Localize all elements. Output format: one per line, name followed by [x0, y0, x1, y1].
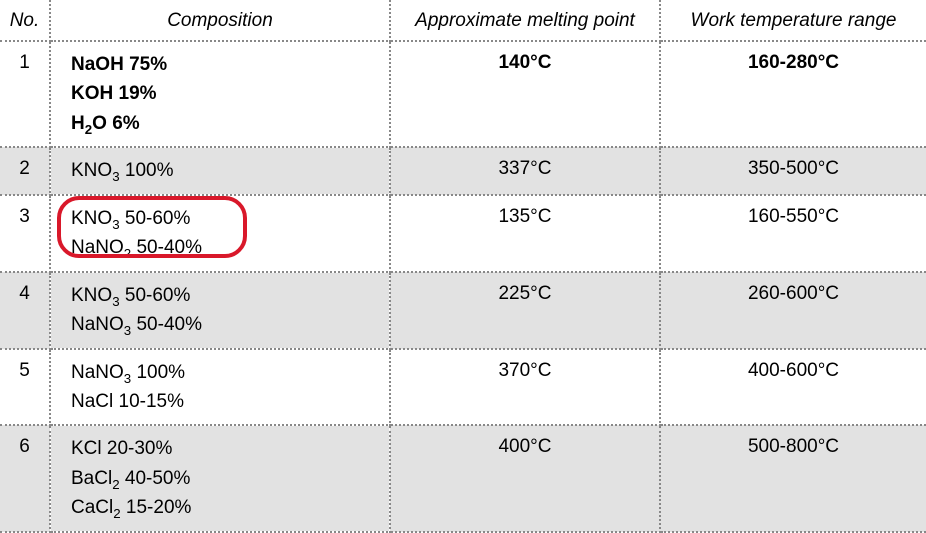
- composition-line: H2O 6%: [71, 109, 379, 138]
- composition-line: NaCl 10-15%: [71, 387, 379, 416]
- composition-line: KOH 19%: [71, 79, 379, 108]
- table-row: 5NaNO3 100%NaCl 10-15%370°C400-600°C: [0, 349, 926, 426]
- table-row: 1NaOH 75%KOH 19%H2O 6%140°C160-280°C: [0, 41, 926, 147]
- cell-no: 4: [0, 272, 50, 349]
- cell-composition: KCl 20-30%BaCl2 40-50%CaCl2 15-20%: [50, 425, 390, 531]
- cell-work-temp-range: 260-600°C: [660, 272, 926, 349]
- composition-line: NaNO3 50-40%: [71, 310, 379, 339]
- cell-composition: KNO3 50-60%NaNO2 50-40%: [50, 195, 390, 272]
- cell-melting-point: 140°C: [390, 41, 660, 147]
- cell-no: 3: [0, 195, 50, 272]
- cell-composition: NaNO3 100%NaCl 10-15%: [50, 349, 390, 426]
- composition-line: KNO3 50-60%: [71, 281, 379, 310]
- table-row: 2 KNO3 100% 337°C350-500°C: [0, 147, 926, 194]
- cell-work-temp-range: 160-550°C: [660, 195, 926, 272]
- composition-line: KCl 20-30%: [71, 434, 379, 463]
- composition-line: KNO3 100%: [71, 156, 379, 185]
- col-header-wtr: Work temperature range: [660, 0, 926, 41]
- composition-line: CaCl2 15-20%: [71, 493, 379, 522]
- col-header-no: No.: [0, 0, 50, 41]
- composition-line: NaNO2 50-40%: [71, 233, 379, 262]
- cell-melting-point: 370°C: [390, 349, 660, 426]
- cell-no: 2: [0, 147, 50, 194]
- cell-composition: KNO3 50-60%NaNO3 50-40%: [50, 272, 390, 349]
- cell-work-temp-range: 350-500°C: [660, 147, 926, 194]
- cell-melting-point: 400°C: [390, 425, 660, 531]
- table-row: 3KNO3 50-60%NaNO2 50-40%135°C160-550°C: [0, 195, 926, 272]
- cell-no: 6: [0, 425, 50, 531]
- cell-no: 5: [0, 349, 50, 426]
- composition-line: NaOH 75%: [71, 50, 379, 79]
- table-row: 4KNO3 50-60%NaNO3 50-40%225°C260-600°C: [0, 272, 926, 349]
- cell-no: 1: [0, 41, 50, 147]
- composition-line: NaNO3 100%: [71, 358, 379, 387]
- table-body: 1NaOH 75%KOH 19%H2O 6%140°C160-280°C2KNO…: [0, 41, 926, 532]
- header-row: No. Composition Approximate melting poin…: [0, 0, 926, 41]
- col-header-mp: Approximate melting point: [390, 0, 660, 41]
- table-row: 6KCl 20-30%BaCl2 40-50%CaCl2 15-20%400°C…: [0, 425, 926, 531]
- composition-line: KNO3 50-60%: [71, 204, 379, 233]
- cell-melting-point: 337°C: [390, 147, 660, 194]
- cell-melting-point: 135°C: [390, 195, 660, 272]
- cell-work-temp-range: 160-280°C: [660, 41, 926, 147]
- cell-composition: NaOH 75%KOH 19%H2O 6%: [50, 41, 390, 147]
- cell-work-temp-range: 400-600°C: [660, 349, 926, 426]
- composition-table: No. Composition Approximate melting poin…: [0, 0, 926, 533]
- cell-melting-point: 225°C: [390, 272, 660, 349]
- cell-composition: KNO3 100%: [50, 147, 390, 194]
- composition-line: BaCl2 40-50%: [71, 464, 379, 493]
- cell-work-temp-range: 500-800°C: [660, 425, 926, 531]
- col-header-composition: Composition: [50, 0, 390, 41]
